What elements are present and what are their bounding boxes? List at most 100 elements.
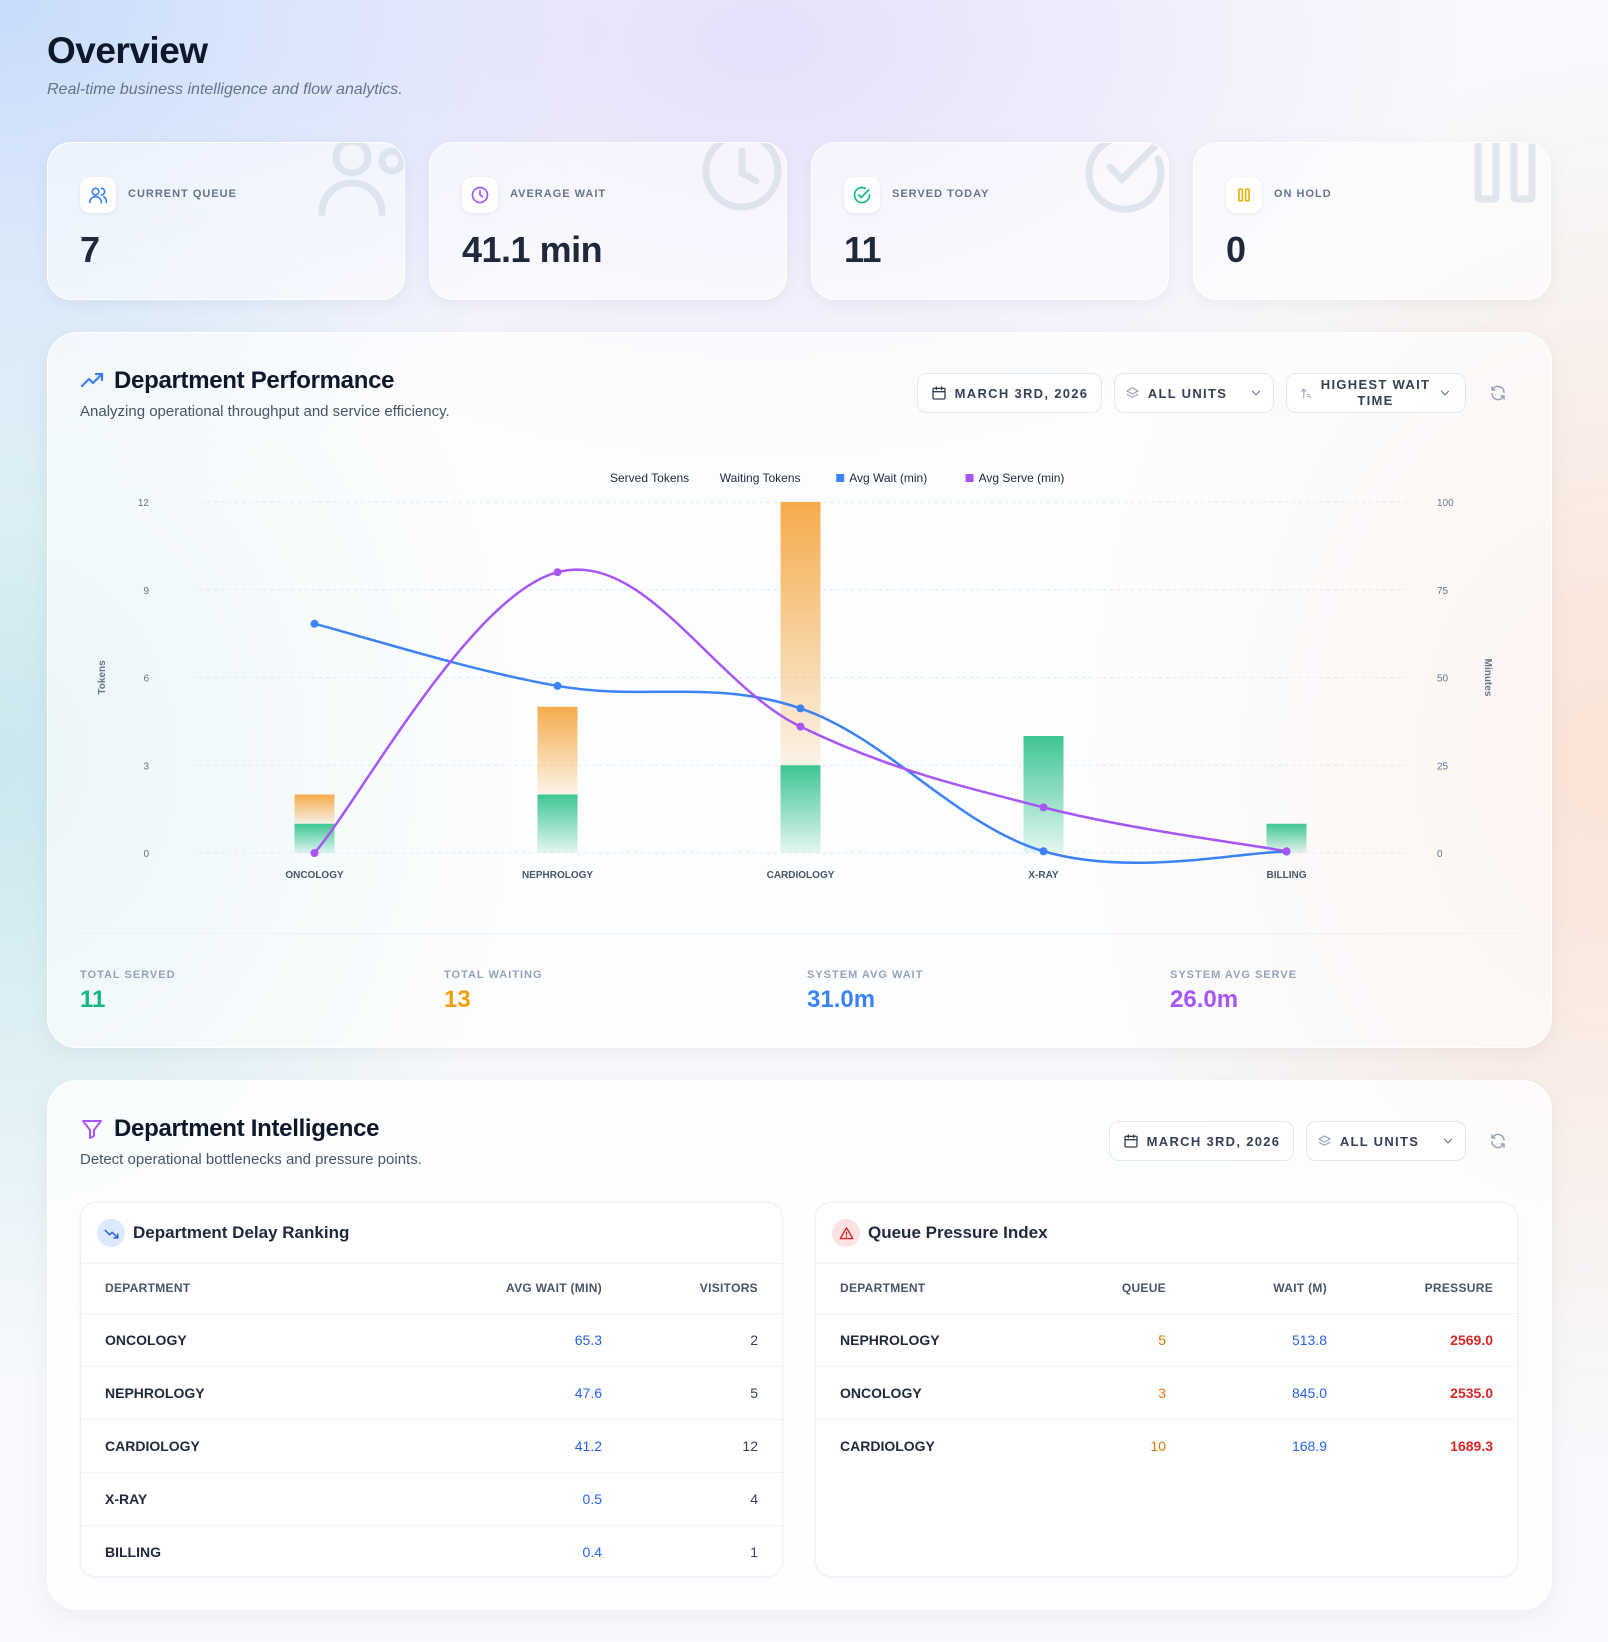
- pressure-cell: 1689.3: [1450, 1437, 1493, 1454]
- bar-served: [780, 765, 821, 853]
- data-point: [796, 704, 805, 713]
- data-point: [310, 619, 319, 628]
- sort-icon: [1300, 387, 1312, 398]
- stat-card-on-hold: ON HOLD 0: [1193, 142, 1551, 300]
- refresh-icon: [1491, 1133, 1505, 1149]
- refresh-icon: [1491, 385, 1505, 401]
- x-tick-label: ONCOLOGY: [285, 870, 344, 881]
- summary-label: TOTAL WAITING: [444, 969, 543, 981]
- date-picker-button[interactable]: MARCH 3RD, 2026: [917, 373, 1102, 413]
- pause-icon: [1474, 143, 1536, 203]
- clock-icon: [471, 186, 489, 204]
- refresh-button[interactable]: [1486, 381, 1510, 405]
- series-line: [313, 568, 1287, 854]
- department-cell: CARDIOLOGY: [81, 1419, 422, 1473]
- layers-icon: [1318, 1134, 1331, 1146]
- x-tick-label: CARDIOLOGY: [767, 870, 835, 881]
- chart-lines: [310, 568, 1291, 864]
- panel-description: Detect operational bottlenecks and press…: [80, 1151, 422, 1168]
- stat-card-current-queue: CURRENT QUEUE 7: [47, 142, 405, 300]
- table-title: Queue Pressure Index: [868, 1223, 1048, 1242]
- sort-select[interactable]: HIGHEST WAIT TIME: [1286, 373, 1466, 413]
- department-cell: NEPHROLOGY: [81, 1366, 422, 1420]
- calendar-icon: [1124, 1134, 1138, 1148]
- legend-label: Avg Wait (min): [849, 471, 927, 485]
- avg-wait-cell: 47.6: [422, 1366, 602, 1420]
- units-label: ALL UNITS: [1147, 385, 1228, 401]
- queue-cell: 10: [1150, 1437, 1166, 1454]
- department-performance-chart: 0 3 6 9 12 0 25 50 75 100 Tokens Minutes ONCOLOGY NEP…: [97, 471, 1493, 881]
- department-cell: X-RAY: [81, 1472, 422, 1526]
- chart-text: 0 3 6 9 12 0 25 50 75 100 Tokens Minutes ONCOLOGY NEP…: [97, 471, 1493, 881]
- legend-label: Waiting Tokens: [720, 471, 801, 485]
- visitors-cell: 4: [602, 1472, 782, 1526]
- bar-served: [537, 794, 578, 853]
- date-picker-button[interactable]: MARCH 3RD, 2026: [1109, 1121, 1294, 1161]
- y-tick-label: 6: [143, 674, 149, 685]
- panel-title-text: Department Intelligence: [114, 1115, 380, 1142]
- data-point: [1282, 847, 1291, 856]
- units-select[interactable]: ALL UNITS: [1306, 1121, 1466, 1161]
- y2-tick-label: 0: [1437, 849, 1443, 860]
- table-head-icon-box: [832, 1219, 860, 1247]
- pressure-cell: 2535.0: [1327, 1366, 1517, 1420]
- legend-label: Served Tokens: [610, 471, 689, 485]
- summary-label: SYSTEM AVG WAIT: [807, 969, 924, 981]
- data-point: [310, 849, 319, 857]
- units-select[interactable]: ALL UNITS: [1114, 373, 1274, 413]
- trending-up-icon: [80, 372, 104, 388]
- stat-value: 0: [1226, 229, 1246, 270]
- bar-served: [1023, 736, 1064, 853]
- summary-label: TOTAL SERVED: [80, 969, 176, 981]
- column-header: AVG WAIT (MIN): [422, 1264, 602, 1314]
- pressure-cell: 2569.0: [1327, 1313, 1517, 1367]
- pressure-index-table: DEPARTMENT QUEUE WAIT (M) PRESSURE NEPHR…: [816, 1264, 1517, 1472]
- x-tick-label: BILLING: [1267, 870, 1307, 881]
- delay-ranking-table: DEPARTMENT AVG WAIT (MIN) VISITORS ONCOL…: [81, 1264, 782, 1576]
- column-header: PRESSURE: [1327, 1264, 1517, 1314]
- y2-tick-label: 50: [1437, 674, 1449, 685]
- users-icon: [88, 187, 108, 204]
- bar-waiting: [537, 706, 578, 795]
- table-head-icon-box: [97, 1219, 125, 1247]
- bar-served: [294, 823, 335, 853]
- y-tick-label: 3: [143, 761, 149, 772]
- data-point: [796, 722, 805, 731]
- summary-system-avg-serve: SYSTEM AVG SERVE 26.0m: [1170, 969, 1297, 1014]
- stat-icon-box: [80, 177, 116, 213]
- wait-cell: 513.8: [1166, 1313, 1327, 1367]
- column-header: QUEUE: [1046, 1264, 1166, 1314]
- data-point: [1039, 803, 1048, 812]
- table-row: ONCOLOGY 65.3 2: [81, 1313, 782, 1367]
- panel-description: Analyzing operational throughput and ser…: [80, 403, 450, 420]
- avg-wait-cell: 65.3: [422, 1313, 602, 1367]
- chart-bars: [294, 502, 1307, 853]
- y2-axis-title: Minutes: [1482, 659, 1493, 697]
- stat-icon-box: [844, 177, 880, 213]
- chevron-down-icon: [1252, 390, 1261, 396]
- stat-label: SERVED TODAY: [892, 188, 990, 200]
- panel-title: Department Intelligence: [80, 1115, 379, 1143]
- visitors-cell: 1: [750, 1543, 758, 1560]
- refresh-button[interactable]: [1486, 1129, 1510, 1153]
- queue-cell: 5: [1046, 1313, 1166, 1367]
- queue-cell: 3: [1046, 1366, 1166, 1420]
- department-cell: NEPHROLOGY: [816, 1313, 1046, 1367]
- table-row: BILLING 0.4 1: [81, 1525, 782, 1576]
- y-axis-title: Tokens: [97, 660, 108, 695]
- column-header: WAIT (M): [1166, 1264, 1327, 1314]
- stat-label: ON HOLD: [1274, 188, 1332, 200]
- bar-waiting: [780, 502, 821, 766]
- check-circle-icon: [853, 186, 871, 204]
- department-delay-ranking-card: Department Delay Ranking DEPARTMENT AVG …: [80, 1202, 783, 1577]
- table-row: X-RAY 0.5 4: [81, 1472, 782, 1526]
- trending-down-icon: [104, 1229, 118, 1239]
- summary-value: 11: [80, 986, 106, 1013]
- data-point: [1039, 847, 1048, 856]
- summary-total-waiting: TOTAL WAITING 13: [444, 969, 543, 1014]
- pause-icon: [1238, 188, 1250, 202]
- x-tick-label: NEPHROLOGY: [522, 870, 593, 881]
- column-header: DEPARTMENT: [816, 1264, 1046, 1314]
- divider: [80, 933, 1519, 934]
- filter-icon: [82, 1120, 102, 1139]
